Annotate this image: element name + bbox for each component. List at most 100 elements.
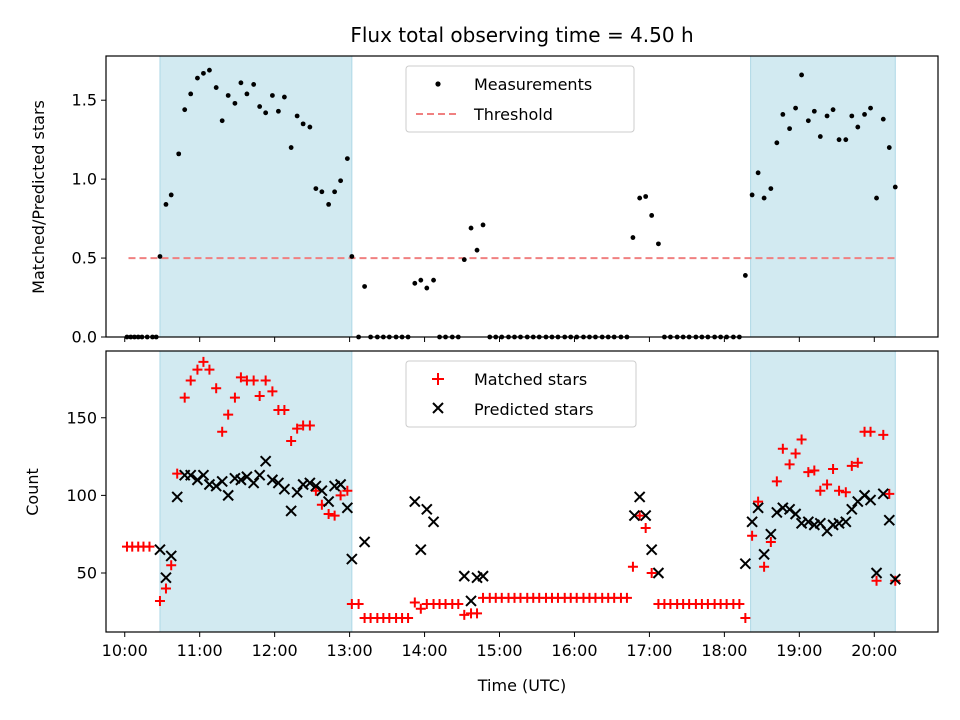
measurement-point [811, 108, 817, 114]
bottom-legend-box [405, 360, 637, 428]
matched-star-point [765, 536, 776, 547]
matched-star-point [621, 592, 632, 603]
predicted-star-point [765, 528, 777, 540]
measurement-point [424, 285, 430, 291]
top-y-ticks: 0.0 0.5 1.0 1.5 [72, 91, 106, 347]
legend-marker-measurements [435, 81, 441, 87]
predicted-star-point [291, 486, 303, 498]
matched-star-point [154, 595, 165, 606]
measurement-point [637, 195, 643, 201]
predicted-star-point [216, 475, 228, 488]
x-tick-label: 17:00 [626, 641, 672, 660]
measurement-point [480, 222, 486, 228]
matched-star-point [235, 372, 246, 383]
predicted-star-point [758, 548, 770, 561]
matched-star-point [185, 375, 196, 386]
predicted-star-point [316, 485, 328, 497]
predicted-star-point [477, 570, 489, 582]
matched-star-point [323, 509, 334, 520]
measurement-point [300, 121, 306, 127]
bottom-legend: Matched stars Predicted stars [405, 360, 637, 428]
matched-star-point [828, 463, 839, 474]
predicted-star-point [247, 477, 260, 489]
x-axis-label: Time (UTC) [477, 676, 566, 695]
measurement-point [817, 134, 823, 139]
top-legend: Measurements Threshold [405, 65, 635, 133]
predicted-star-point [154, 544, 166, 556]
predicted-star-point [415, 544, 427, 556]
predicted-star-point [645, 544, 658, 556]
predicted-star-point [278, 483, 291, 495]
predicted-star-point [358, 536, 371, 548]
measurement-point [868, 105, 873, 111]
measurement-point [362, 284, 367, 289]
predicted-star-point [739, 557, 752, 570]
x-tick-label: 11:00 [177, 641, 223, 660]
matched-star-point [634, 510, 645, 521]
matched-star-point [329, 510, 340, 521]
predicted-star-point [427, 516, 440, 528]
matched-star-point [260, 375, 271, 386]
matched-star-point [267, 386, 278, 397]
predicted-star-point [652, 567, 665, 579]
predicted-star-point [297, 478, 309, 491]
measurement-point [830, 107, 836, 113]
matched-star-point [852, 457, 863, 468]
predicted-star-point [171, 491, 183, 503]
x-tick-label: 16:00 [551, 641, 597, 660]
measurement-point [787, 126, 792, 132]
y-tick-label: 1.5 [72, 91, 97, 110]
measurement-point [892, 184, 898, 190]
measurement-point [836, 137, 842, 143]
measurement-point [281, 94, 287, 100]
matched-star-points [121, 356, 901, 624]
predicted-star-point [752, 502, 764, 514]
predicted-star-point [285, 505, 297, 517]
x-tick-label: 10:00 [102, 641, 148, 660]
matched-star-point [192, 364, 203, 375]
measurement-point [157, 254, 163, 259]
matched-star-point [734, 599, 745, 610]
matched-star-point [198, 356, 209, 367]
predicted-star-point [203, 478, 216, 491]
legend-marker-matched [432, 373, 444, 385]
predicted-star-point [334, 478, 347, 491]
matched-star-point [172, 468, 183, 479]
measurement-point [319, 189, 325, 195]
matched-star-point [248, 375, 259, 386]
predicted-star-point [889, 573, 901, 585]
predicted-star-point [746, 516, 758, 528]
bottom-y-ticks: 50 100 150 [66, 408, 106, 583]
top-panel: 0.0 0.5 1.0 1.5 Matched/Predicted stars Mea… [29, 55, 939, 347]
bottom-y-axis-label: Count [23, 468, 42, 516]
matched-star-point [771, 476, 782, 487]
matched-star-point [822, 479, 833, 490]
matched-star-point [815, 485, 826, 496]
measurement-point [862, 112, 867, 117]
measurement-point [418, 277, 424, 283]
matched-star-point [286, 436, 297, 447]
matched-star-point [204, 364, 215, 375]
predicted-star-point [322, 495, 335, 508]
measurement-point [313, 186, 319, 192]
y-tick-label: 150 [66, 408, 97, 427]
measurement-point [755, 170, 761, 176]
matched-star-point [809, 465, 820, 476]
matched-star-point [342, 485, 353, 496]
matched-star-point [472, 608, 483, 619]
measurement-point [656, 241, 661, 247]
measurement-point [232, 100, 238, 106]
measurement-point [880, 116, 886, 122]
matched-star-point [878, 429, 889, 440]
measurement-point [307, 124, 313, 130]
measurement-point [238, 80, 244, 86]
matched-star-point [254, 391, 265, 402]
predicted-star-point [235, 474, 247, 486]
predicted-star-point [266, 474, 279, 486]
measurement-point [195, 75, 200, 81]
measurement-point [768, 186, 774, 192]
measurement-point [793, 105, 798, 111]
predicted-star-point [304, 477, 316, 489]
matched-star-point [840, 487, 851, 498]
matched-star-point [179, 392, 190, 403]
